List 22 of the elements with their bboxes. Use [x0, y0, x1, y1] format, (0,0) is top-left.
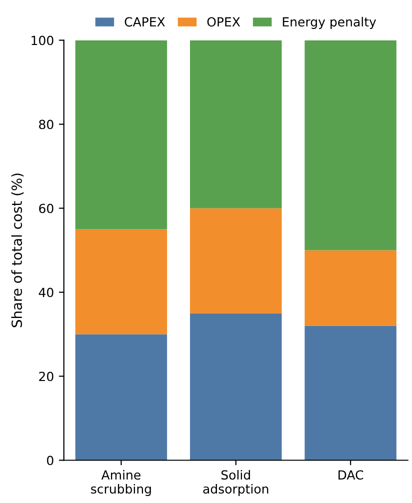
- y-tick-label: 80: [39, 120, 54, 130]
- y-tick-label: 0: [47, 456, 54, 466]
- y-tick-label: 20: [39, 372, 54, 382]
- x-tick-label: Amine scrubbing: [91, 470, 151, 496]
- x-tick-label: DAC: [338, 470, 364, 480]
- bar: [304, 40, 396, 250]
- bar: [304, 250, 396, 326]
- legend-label: OPEX: [207, 17, 240, 27]
- bar: [75, 40, 168, 230]
- legend-label: Energy penalty: [282, 16, 376, 29]
- y-axis-title: Share of total cost (%): [11, 174, 24, 328]
- bar: [190, 40, 282, 208]
- x-tick-label: Solid adsorption: [203, 470, 268, 496]
- y-tick-label: 40: [38, 288, 54, 298]
- bar: [304, 326, 396, 460]
- y-tick-label: 60: [39, 204, 54, 214]
- bar: [75, 229, 168, 334]
- bar: [75, 334, 168, 460]
- bar: [190, 313, 282, 460]
- legend-label: CAPEX: [124, 17, 165, 27]
- y-tick-label: 100: [32, 36, 54, 46]
- bar: [190, 208, 282, 314]
